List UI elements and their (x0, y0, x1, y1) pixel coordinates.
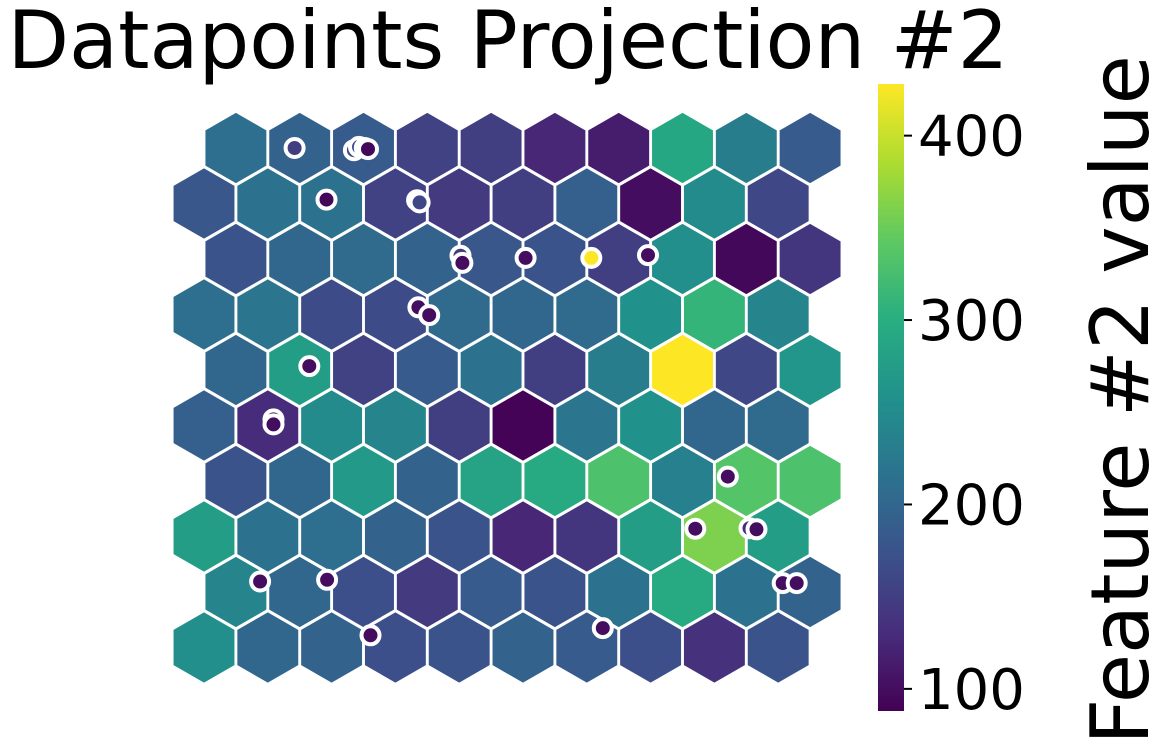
datapoint-marker (716, 465, 739, 488)
datapoint-marker (745, 518, 768, 541)
datapoint-marker (359, 624, 382, 647)
datapoint-marker (684, 517, 707, 540)
colorbar: 100 200 300 400 (878, 84, 1025, 723)
colorbar-tick-label: 100 (918, 658, 1025, 723)
datapoint-marker (408, 191, 431, 214)
colorbar-tick-label: 200 (918, 473, 1025, 538)
datapoint-marker (298, 355, 321, 378)
datapoint-marker (316, 568, 339, 591)
chart-title: Datapoints Projection #2 (7, 0, 1008, 87)
datapoint-marker (514, 246, 537, 269)
datapoint-marker (315, 188, 338, 211)
colorbar-gradient (878, 84, 904, 711)
datapoint-marker (357, 138, 379, 161)
colorbar-tick-label: 300 (918, 289, 1025, 354)
datapoint-marker (249, 570, 272, 593)
colorbar-ticks: 100 200 300 400 (904, 105, 1025, 723)
datapoint-marker (262, 413, 285, 436)
datapoint-marker (283, 137, 306, 159)
datapoint-marker (637, 244, 659, 267)
colorbar-tick-label: 400 (918, 105, 1025, 170)
datapoint-marker (580, 246, 603, 269)
datapoint-marker (451, 251, 474, 274)
hex-grid (171, 109, 844, 686)
datapoint-marker (418, 304, 441, 327)
colorbar-label: Feature #2 value (1074, 55, 1167, 745)
datapoint-layer (249, 135, 808, 647)
hex-cell (745, 609, 812, 686)
datapoint-marker (785, 572, 808, 595)
datapoint-marker (591, 617, 614, 640)
